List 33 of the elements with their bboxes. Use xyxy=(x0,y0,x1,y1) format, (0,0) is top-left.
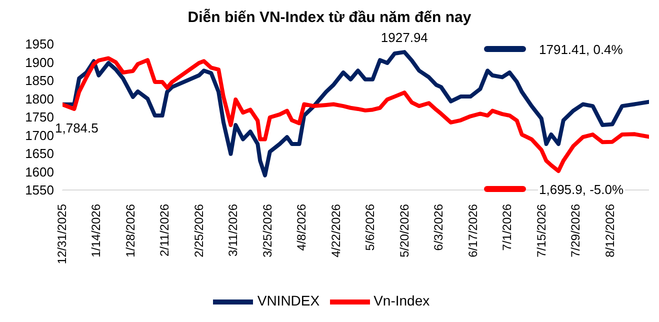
y-tick-label: 1800 xyxy=(25,91,54,106)
y-tick-label: 1600 xyxy=(25,164,54,180)
annotation: 1791.41, 0.4% xyxy=(538,42,624,56)
y-tick-label: 1850 xyxy=(25,73,54,88)
x-tick-label: 6/3/2026 xyxy=(432,204,446,251)
y-tick-label: 1700 xyxy=(25,128,54,143)
legend-label: Vn-Index xyxy=(374,292,430,309)
x-tick-label: 1/14/2026 xyxy=(89,204,104,258)
x-tick-label: 3/11/2026 xyxy=(226,204,240,256)
x-tick-label: 12/31/2025 xyxy=(55,204,69,264)
x-tick-label: 7/29/2026 xyxy=(568,204,583,258)
annotation: 1,784.5 xyxy=(55,120,98,136)
x-tick-label: 2/25/2026 xyxy=(192,204,206,258)
y-tick-label: 1950 xyxy=(25,36,54,52)
x-tick-label: 2/11/2026 xyxy=(158,204,172,256)
y-tick-label: 1650 xyxy=(25,146,54,162)
y-tick-label: 1750 xyxy=(25,110,54,125)
x-tick-label: 7/1/2026 xyxy=(500,204,514,251)
annotation: 1927.94 xyxy=(380,30,428,46)
y-tick-label: 1900 xyxy=(25,54,54,70)
x-tick-label: 8/12/2026 xyxy=(602,204,617,258)
y-tick-label: 1550 xyxy=(25,182,54,198)
x-tick-label: 6/17/2026 xyxy=(466,204,480,258)
x-tick-label: 1/28/2026 xyxy=(123,204,138,258)
x-tick-label: 4/8/2026 xyxy=(294,204,309,251)
x-tick-label: 5/6/2026 xyxy=(363,204,378,251)
annotation: 1,695.9, -5.0% xyxy=(538,182,625,196)
x-tick-label: 5/20/2026 xyxy=(397,204,412,258)
x-tick-label: 7/15/2026 xyxy=(534,204,548,258)
chart-title: Diễn biến VN-Index từ đầu năm đến nay xyxy=(186,9,472,26)
x-tick-label: 3/25/2026 xyxy=(260,204,274,258)
x-tick-label: 4/22/2026 xyxy=(328,204,343,258)
legend-label: VNINDEX xyxy=(257,292,320,309)
